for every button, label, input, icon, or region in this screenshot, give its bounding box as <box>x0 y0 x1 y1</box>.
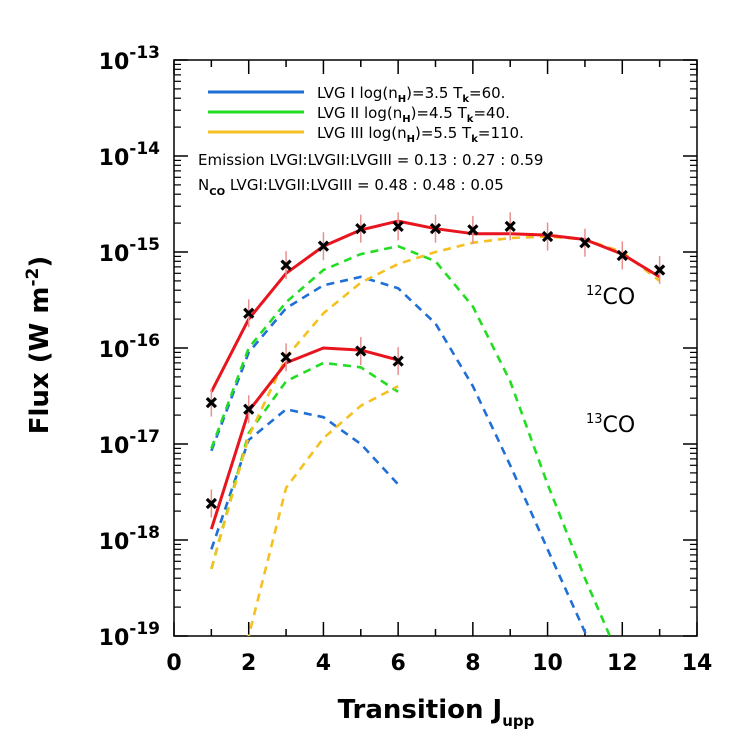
y-tick-label: 10-13 <box>99 43 160 75</box>
marker-stroke <box>429 223 442 235</box>
y-tick-labels: 10-13 10-14 10-15 10-16 10-17 10-18 10-19 <box>99 43 161 651</box>
data-point <box>243 403 255 415</box>
x-tick-label: 14 <box>682 651 713 676</box>
data-point <box>392 220 404 232</box>
data-point <box>616 249 628 262</box>
legend-label: LVG III log(nH)=5.5 Tk=110. <box>317 124 524 145</box>
curve-13co-lvg-i <box>210 407 400 550</box>
marker-stroke <box>355 223 367 235</box>
data-point <box>317 240 330 252</box>
y-tick-label: 10-15 <box>99 235 160 267</box>
data-point <box>579 237 591 249</box>
model-curves <box>209 219 661 636</box>
series-label-13co: 13CO <box>586 412 635 438</box>
marker-stroke <box>280 259 292 271</box>
curve-12co-total <box>210 219 661 393</box>
data-point <box>280 259 292 271</box>
marker-stroke <box>392 355 404 367</box>
data-point <box>355 223 367 235</box>
marker-stroke <box>205 396 217 409</box>
x-tick-label: 2 <box>241 651 256 676</box>
data-point <box>541 230 554 243</box>
data-point <box>467 224 479 236</box>
marker-stroke <box>243 403 255 415</box>
x-tick-label: 8 <box>465 651 480 676</box>
x-axis-title: Transition Jupp <box>338 695 535 730</box>
data-point <box>392 355 404 367</box>
marker-stroke <box>205 497 217 510</box>
marker-stroke <box>467 224 479 236</box>
curve-13co-lvg-iii <box>247 385 399 636</box>
observed-points <box>205 212 666 518</box>
legend-label: LVG II log(nH)=4.5 Tk=40. <box>317 104 510 125</box>
marker-stroke <box>504 220 516 232</box>
data-point <box>205 396 217 409</box>
data-point <box>205 497 217 510</box>
data-point <box>504 220 516 232</box>
legend: LVG I log(nH)=3.5 Tk=60.LVG II log(nH)=4… <box>208 84 524 145</box>
data-point <box>243 307 255 319</box>
y-axis-title: Flux (W m-2) <box>23 256 55 435</box>
y-tick-label: 10-18 <box>99 523 160 555</box>
x-tick-label: 12 <box>607 651 638 676</box>
nco-ratio-note: NCO LVGI:LVGII:LVGIII = 0.48 : 0.48 : 0.… <box>198 176 504 198</box>
marker-stroke <box>317 240 330 252</box>
marker-stroke <box>616 249 628 262</box>
curve-12co-lvg-i <box>210 275 589 636</box>
y-tick-label: 10-19 <box>99 619 160 651</box>
marker-stroke <box>579 237 591 249</box>
series-label-12co: 12CO <box>586 284 635 310</box>
y-tick-label: 10-16 <box>99 331 160 363</box>
emission-ratio-note: Emission LVGI:LVGII:LVGIII = 0.13 : 0.27… <box>198 151 543 169</box>
curve-13co-total <box>209 346 399 530</box>
x-tick-label: 4 <box>316 651 331 676</box>
x-tick-label: 10 <box>532 651 563 676</box>
marker-stroke <box>355 345 367 357</box>
x-tick-label: 6 <box>390 651 405 676</box>
y-tick-label: 10-17 <box>99 427 160 459</box>
plot-frame <box>173 59 698 637</box>
x-tick-label: 0 <box>166 651 181 676</box>
marker-stroke <box>280 351 292 363</box>
curve-12co-lvg-ii <box>210 244 612 636</box>
data-point <box>280 351 292 363</box>
data-point <box>654 264 666 276</box>
data-point <box>429 223 442 235</box>
marker-stroke <box>392 220 404 232</box>
marker-stroke <box>243 307 255 319</box>
y-tick-label: 10-14 <box>99 139 161 171</box>
marker-stroke <box>541 230 554 243</box>
data-point <box>355 345 367 357</box>
x-tick-labels: 0 2 4 6 8 10 12 14 <box>166 651 712 676</box>
marker-stroke <box>654 264 666 276</box>
axis-ticks <box>173 59 698 637</box>
legend-label: LVG I log(nH)=3.5 Tk=60. <box>317 84 505 105</box>
